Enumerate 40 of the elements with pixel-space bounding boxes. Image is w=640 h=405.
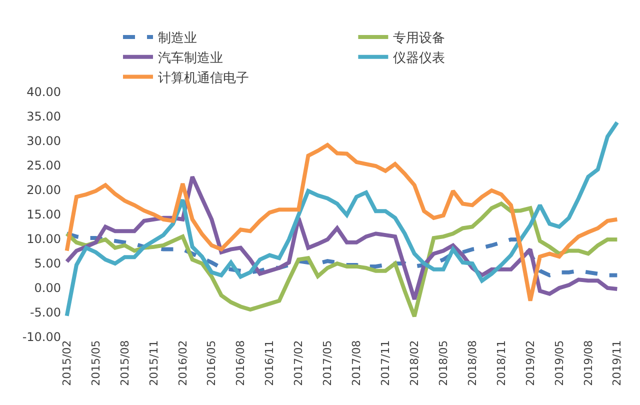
y-tick-label: -5.00	[30, 306, 61, 320]
x-tick-label: 2019/02	[524, 340, 537, 386]
y-tick-label: 30.00	[26, 134, 61, 148]
x-tick-label: 2019/05	[552, 340, 566, 386]
y-tick-label: 35.00	[26, 110, 61, 124]
x-tick-label: 2015/08	[118, 340, 132, 386]
x-tick-label: 2017/11	[379, 340, 392, 386]
x-tick-label: 2016/11	[263, 340, 276, 386]
y-tick-label: 25.00	[26, 158, 61, 173]
x-tick-label: 2018/05	[436, 340, 450, 386]
x-tick-label: 2017/02	[292, 340, 306, 386]
x-tick-label: 2018/08	[466, 340, 479, 386]
legend-label: 汽车制造业	[158, 50, 223, 66]
x-tick-label: 2018/11	[494, 340, 508, 386]
x-tick-label: 2015/05	[89, 340, 102, 386]
x-tick-label: 2016/05	[205, 340, 218, 386]
y-tick-label: 20.00	[26, 183, 61, 198]
y-tick-label: 10.00	[26, 232, 61, 246]
x-tick-label: 2017/08	[350, 340, 364, 386]
legend-label: 仪器仪表	[393, 50, 446, 66]
y-tick-label: 15.00	[26, 208, 61, 222]
y-tick-label: 5.00	[34, 256, 61, 271]
line-series	[64, 202, 620, 318]
x-tick-label: 2015/11	[147, 340, 160, 386]
x-tick-label: 2017/05	[321, 340, 334, 386]
x-tick-label: 2016/08	[234, 340, 248, 386]
y-tick-label: 0.00	[34, 281, 61, 296]
x-tick-label: 2015/02	[60, 340, 74, 386]
line-series	[64, 232, 620, 278]
legend-label: 制造业	[158, 31, 197, 46]
legend-label: 计算机通信电子	[158, 70, 249, 86]
y-tick-label: 40.00	[26, 85, 61, 100]
line-series	[64, 120, 620, 318]
y-tick-label: -10.00	[22, 330, 61, 344]
x-tick-label: 2016/02	[176, 340, 190, 386]
x-tick-label: 2019/11	[610, 340, 624, 386]
x-tick-label: 2019/08	[582, 340, 595, 386]
line-series	[64, 142, 620, 303]
legend-label: 专用设备	[393, 31, 446, 46]
x-tick-label: 2018/02	[408, 340, 421, 386]
